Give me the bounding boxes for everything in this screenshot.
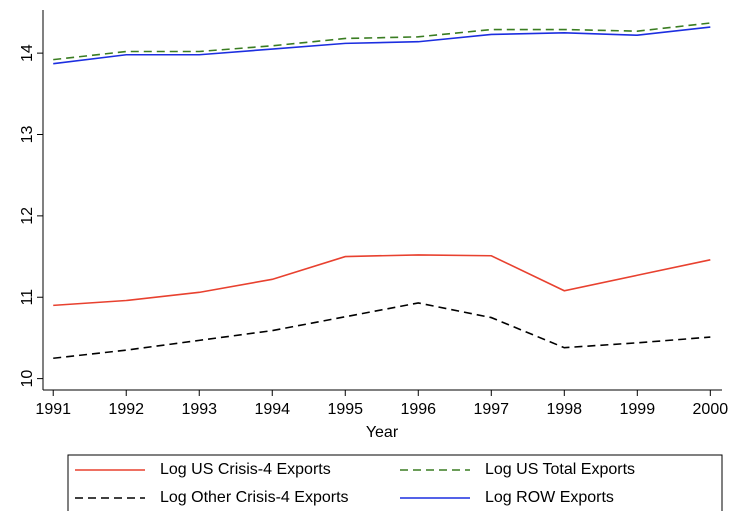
legend-label: Log US Total Exports bbox=[485, 461, 635, 478]
legend-label: Log ROW Exports bbox=[485, 489, 614, 506]
series-line bbox=[53, 26, 711, 65]
y-tick-label: 12 bbox=[19, 207, 36, 225]
x-tick-label: 1999 bbox=[620, 401, 656, 418]
y-tick-label: 10 bbox=[19, 370, 36, 388]
x-tick-label: 1996 bbox=[400, 401, 436, 418]
x-tick-label: 1992 bbox=[108, 401, 144, 418]
series-line bbox=[53, 254, 711, 307]
x-axis-title: Year bbox=[366, 424, 399, 441]
legend-box bbox=[67, 454, 723, 511]
legend-label: Log Other Crisis-4 Exports bbox=[160, 489, 349, 506]
y-tick-label: 13 bbox=[19, 125, 36, 143]
x-tick-label: 1991 bbox=[35, 401, 71, 418]
legend-label: Log US Crisis-4 Exports bbox=[160, 461, 331, 478]
y-tick-label: 11 bbox=[19, 289, 36, 306]
x-tick-label: 1997 bbox=[473, 401, 509, 418]
y-tick-label: 14 bbox=[19, 44, 36, 62]
series-line bbox=[53, 22, 711, 61]
x-tick-label: 1993 bbox=[181, 401, 217, 418]
series-line bbox=[53, 302, 711, 360]
x-tick-label: 2000 bbox=[693, 401, 729, 418]
x-tick-label: 1995 bbox=[327, 401, 363, 418]
x-tick-label: 1994 bbox=[254, 401, 290, 418]
x-tick-label: 1998 bbox=[546, 401, 582, 418]
